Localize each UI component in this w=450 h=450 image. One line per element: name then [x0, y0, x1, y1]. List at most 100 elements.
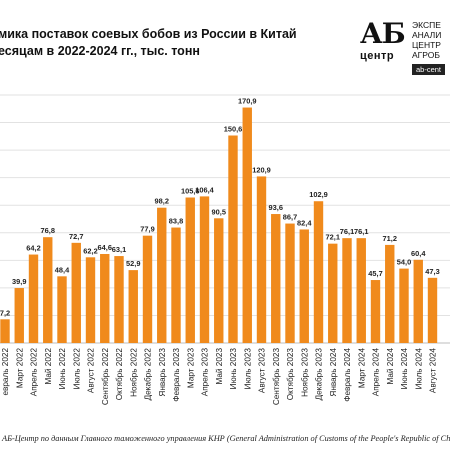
bar — [57, 276, 67, 343]
bar — [399, 268, 409, 343]
data-label: 47,3 — [425, 267, 439, 276]
x-tick-label: Август 2023 — [258, 348, 267, 394]
logo-text-line: АГРОБ — [412, 50, 440, 60]
data-label: 93,6 — [269, 203, 283, 212]
data-label: 106,4 — [195, 185, 214, 194]
ab-center-logo: АБ центр ЭКСПЕ АНАЛИ ЦЕНТР АГРОБ ab-cent — [356, 18, 450, 76]
data-label: 170,9 — [238, 97, 257, 106]
bar — [299, 229, 309, 343]
x-tick-label: Июнь 2022 — [58, 348, 67, 390]
x-tick-label: Февраль 2023 — [172, 348, 181, 402]
bar — [328, 243, 338, 343]
source-note: АБ-Центр по данным Главного таможенного … — [2, 434, 450, 443]
bar — [157, 207, 167, 343]
data-label: 105,6 — [181, 187, 200, 196]
x-tick-label: Март 2023 — [186, 348, 195, 389]
bar — [171, 227, 181, 343]
data-label: 90,5 — [212, 207, 226, 216]
bar — [271, 214, 281, 343]
logo-text-line: ЭКСПЕ — [412, 20, 441, 30]
data-label: 82,4 — [297, 218, 312, 227]
bar — [0, 319, 10, 343]
data-label: 71,2 — [383, 234, 397, 243]
x-tick-label: Апрель 2024 — [372, 348, 381, 397]
x-tick-label: Январь 2024 — [329, 348, 338, 397]
bar — [85, 257, 96, 343]
bar — [242, 107, 252, 343]
x-tick-label: Сентябрь 2023 — [272, 348, 281, 406]
data-label: 76,8 — [41, 226, 55, 235]
bar — [370, 280, 381, 343]
x-tick-label: евраль 2022 — [1, 348, 10, 396]
x-tick-label: Июль 2023 — [243, 348, 252, 390]
bar — [256, 176, 267, 343]
data-label: 77,9 — [140, 225, 154, 234]
x-tick-label: Июнь 2024 — [400, 348, 409, 390]
chart-title-line-1: мика поставок соевых бобов из России в К… — [0, 27, 297, 41]
x-tick-label: Февраль 2024 — [343, 348, 352, 402]
bar — [114, 256, 124, 343]
logo-subtitle: центр — [360, 50, 395, 62]
bar — [356, 238, 366, 343]
x-tick-label: Май 2024 — [386, 348, 395, 385]
data-label: 63,1 — [112, 245, 126, 254]
x-tick-label: Январь 2023 — [158, 348, 167, 397]
data-label: 72,1 — [326, 233, 340, 242]
logo-text-line: АНАЛИ — [412, 30, 442, 40]
x-tick-label: Декабрь 2023 — [315, 348, 324, 401]
chart-title-line-2: есяцам в 2022-2024 гг., тыс. тонн — [0, 44, 200, 58]
bar — [28, 254, 39, 343]
logo-text-line: ЦЕНТР — [412, 40, 441, 50]
x-tick-label: Октябрь 2023 — [286, 348, 295, 401]
bar — [43, 237, 53, 343]
data-label: 86,7 — [283, 213, 297, 222]
bar — [71, 242, 81, 343]
data-label: 45,7 — [368, 269, 382, 278]
data-label: 64,6 — [98, 243, 112, 252]
bar — [228, 135, 238, 343]
x-tick-label: Июль 2024 — [414, 348, 423, 390]
data-label: 60,4 — [411, 249, 426, 258]
x-tick-label: Август 2022 — [87, 348, 96, 394]
data-label: 102,9 — [309, 190, 328, 199]
x-tick-label: Июнь 2023 — [229, 348, 238, 390]
logo-text: ЭКСПЕ АНАЛИ ЦЕНТР АГРОБ — [412, 20, 441, 60]
data-label: 48,4 — [55, 265, 70, 274]
x-tick-label: Март 2024 — [357, 348, 366, 389]
x-tick-label: Ноябрь 2023 — [300, 348, 309, 397]
chart-title: мика поставок соевых бобов из России в К… — [0, 26, 358, 60]
x-tick-label: Ноябрь 2022 — [129, 348, 138, 397]
data-label: 76,1 — [354, 227, 368, 236]
bar — [313, 201, 324, 343]
bar — [285, 223, 295, 343]
bar — [413, 259, 423, 343]
logo-mark: АБ — [360, 17, 406, 50]
x-tick-label: Июль 2022 — [72, 348, 81, 390]
bar — [142, 235, 153, 343]
x-tick-label: Апрель 2022 — [30, 348, 39, 397]
data-label: 7,2 — [0, 308, 10, 317]
data-label: 54,0 — [397, 258, 411, 267]
bar — [427, 277, 438, 343]
bar — [100, 253, 110, 343]
x-tick-label: Май 2023 — [215, 348, 224, 385]
data-label: 64,2 — [26, 244, 40, 253]
x-tick-label: Октябрь 2022 — [115, 348, 124, 401]
data-label: 83,8 — [169, 217, 183, 226]
bar — [14, 288, 24, 343]
bar — [185, 197, 195, 343]
bar — [214, 218, 224, 343]
x-tick-label: Май 2022 — [44, 348, 53, 385]
bar — [199, 196, 210, 343]
bar — [128, 270, 138, 343]
x-tick-label: Сентябрь 2022 — [101, 348, 110, 406]
x-tick-label: Декабрь 2022 — [144, 348, 153, 401]
data-label: 52,9 — [126, 259, 140, 268]
data-label: 120,9 — [252, 165, 271, 174]
x-tick-label: Апрель 2023 — [201, 348, 210, 397]
data-label: 98,2 — [155, 197, 169, 206]
data-label: 62,2 — [83, 246, 97, 255]
data-label: 150,6 — [224, 125, 243, 134]
x-tick-label: Март 2022 — [15, 348, 24, 389]
